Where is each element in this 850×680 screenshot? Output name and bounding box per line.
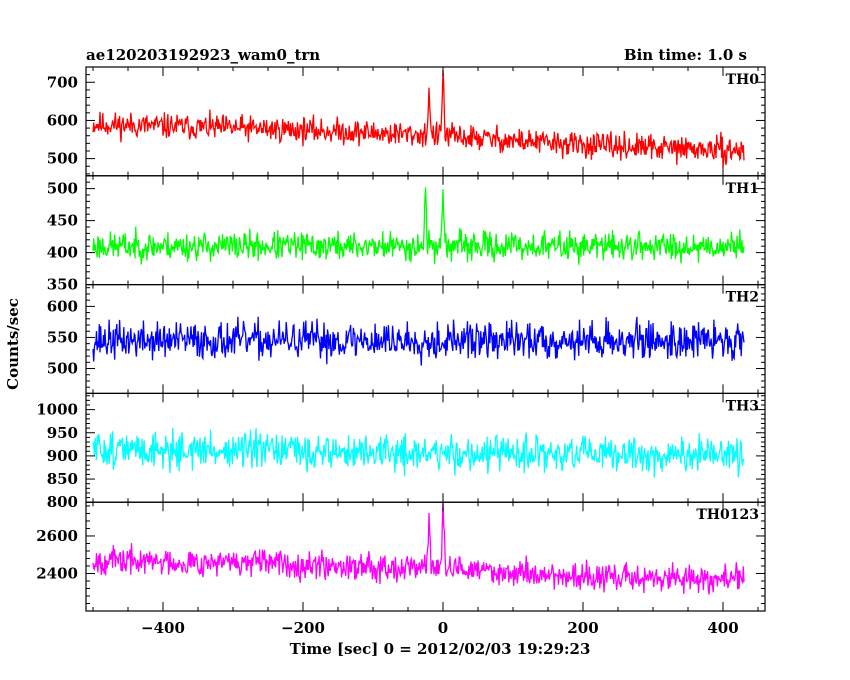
x-axis-label: Time [sec] 0 = 2012/02/03 19:29:23 [290,640,591,658]
y-tick-label: 950 [47,424,78,442]
x-axis: −400 −200 0 200 400 [141,619,739,637]
chart-subtitle: Bin time: 1.0 s [624,46,747,64]
series-line-th3 [92,427,745,478]
y-tick-label: 500 [47,360,78,378]
y-tick-label: 700 [47,73,78,91]
panel-th3: 800 850 900 950 1000 TH3 [36,392,766,511]
x-tick-label: 0 [438,619,448,637]
y-tick-label: 2600 [36,527,78,545]
y-tick-label: 350 [47,276,78,294]
panel-th0123: 2400 2600 TH0123 [36,501,766,612]
chart-title: ae120203192923_wam0_trn [86,46,320,64]
panel-frame [85,501,766,612]
y-tick-label: 2400 [36,564,78,582]
y-tick-label: 400 [47,244,78,262]
y-tick-label: 500 [47,180,78,198]
x-tick-label: 200 [567,619,598,637]
y-tick-label: 850 [47,470,78,488]
y-axis-label: Counts/sec [4,298,22,390]
series-line-th2 [92,316,745,366]
panel-label-th3: TH3 [726,398,759,414]
panel-label-th1: TH1 [726,181,759,197]
y-tick-label: 600 [47,297,78,315]
panel-label-th2: TH2 [726,290,759,306]
y-tick-label: 500 [47,150,78,168]
panel-th0: 500 600 700 TH0 [47,66,766,177]
panels: 500 600 700 TH0 350 400 450 500 TH1 500 550 600 TH2 8… [36,66,766,612]
x-tick-label: −400 [141,619,185,637]
series-line-th0123 [92,502,745,595]
y-tick-label: 1000 [36,401,78,419]
y-tick-label: 550 [47,328,78,346]
panel-label-th0123: TH0123 [696,507,759,523]
x-tick-label: 400 [707,619,738,637]
panel-th2: 500 550 600 TH2 [47,284,766,395]
y-tick-label: 450 [47,212,78,230]
series-line-th0 [92,69,745,168]
y-tick-label: 600 [47,111,78,129]
y-tick-label: 900 [47,447,78,465]
x-tick-label: −200 [281,619,325,637]
series-line-th1 [92,187,745,265]
panel-label-th0: TH0 [726,72,760,88]
y-tick-label: 800 [47,493,78,511]
panel-th1: 350 400 450 500 TH1 [47,175,766,294]
